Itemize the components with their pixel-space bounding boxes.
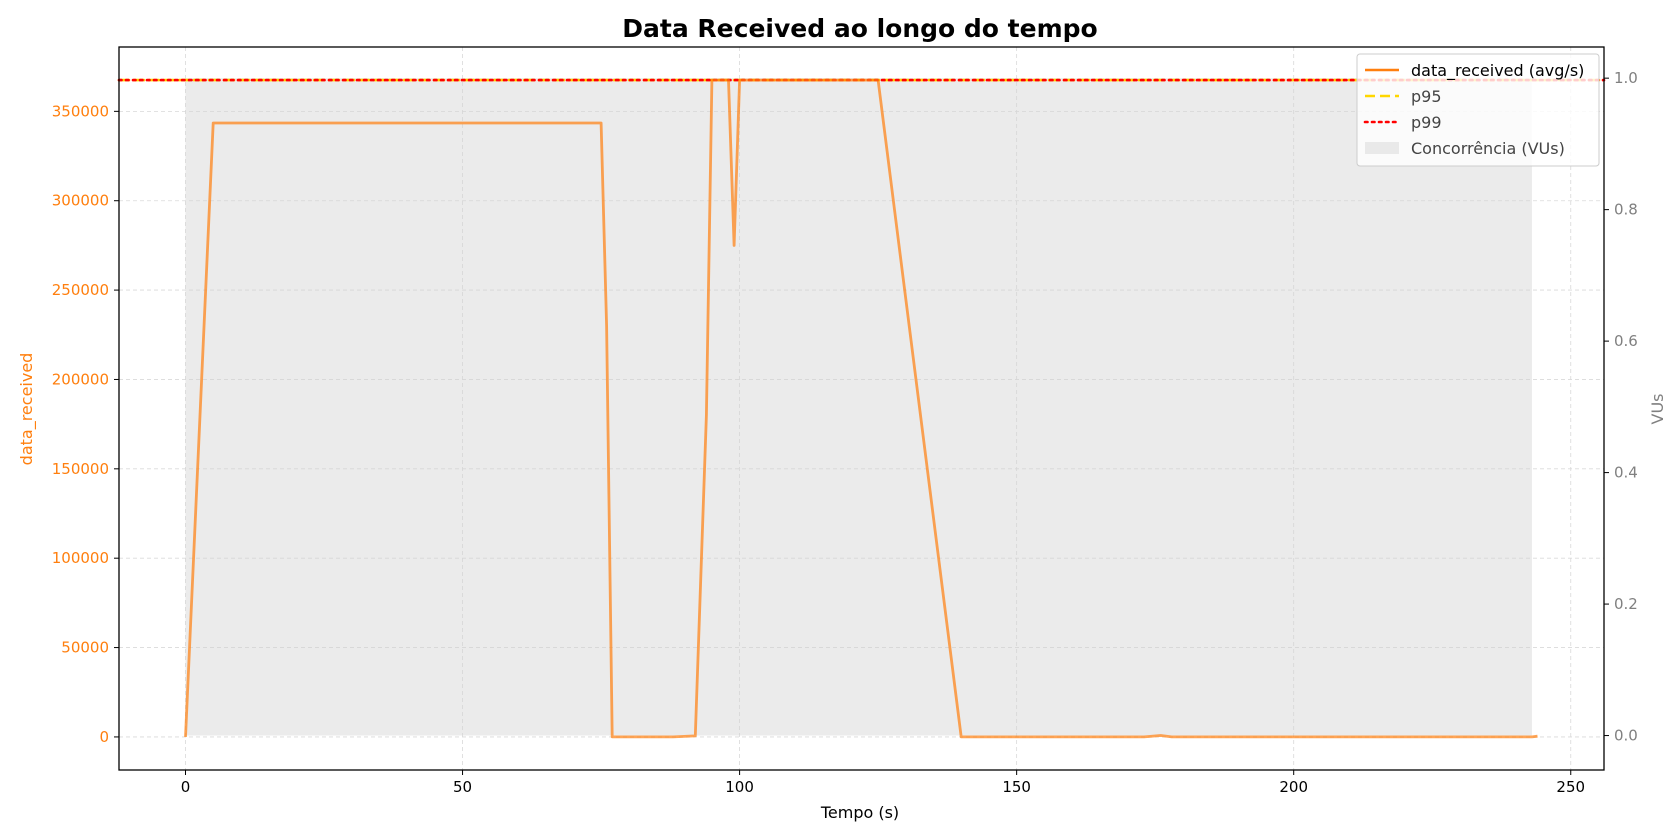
vus-area	[185, 78, 1532, 736]
y-tick-label: 300000	[52, 192, 109, 210]
y2-tick-label: 0.4	[1614, 464, 1638, 482]
legend-label: p99	[1411, 113, 1442, 132]
y-tick-label: 200000	[52, 370, 109, 388]
y-tick-label: 100000	[52, 549, 109, 567]
y2-tick-label: 0.6	[1614, 332, 1638, 350]
x-tick-label: 250	[1556, 778, 1585, 796]
x-axis: 0 50 100 150 200 250	[181, 770, 1585, 796]
y2-tick-label: 0.2	[1614, 595, 1638, 613]
grid	[119, 47, 1604, 770]
y-tick-label: 250000	[52, 281, 109, 299]
plot-frame	[118, 46, 1605, 771]
x-tick-label: 100	[725, 778, 754, 796]
y2-axis-label: VUs	[1648, 394, 1667, 425]
y-axis-label: data_received	[17, 353, 37, 466]
y2-tick-label: 0.8	[1614, 201, 1638, 219]
x-tick-label: 0	[181, 778, 191, 796]
legend-label: p95	[1411, 87, 1442, 106]
chart-title: Data Received ao longo do tempo	[622, 14, 1097, 43]
legend-label: Concorrência (VUs)	[1411, 139, 1565, 158]
x-axis-label: Tempo (s)	[820, 803, 899, 822]
y-tick-label: 50000	[61, 639, 109, 657]
vus-area-layer	[185, 78, 1532, 736]
y-tick-label: 150000	[52, 460, 109, 478]
y2-tick-label: 0.0	[1614, 727, 1638, 745]
y-tick-label: 0	[99, 728, 109, 746]
legend-label: data_received (avg/s)	[1411, 61, 1584, 81]
y-tick-label: 350000	[52, 102, 109, 120]
y2-tick-label: 1.0	[1614, 69, 1638, 87]
x-tick-label: 200	[1279, 778, 1308, 796]
data-received-line	[184, 78, 1538, 739]
legend-box	[1356, 53, 1600, 167]
legend: data_received (avg/s) p95 p99 Concorrência …	[1356, 53, 1600, 167]
y-axis-left: 0 50000 100000 150000 200000 250000 300000 3500…	[52, 102, 119, 746]
y-axis-right: 0.0 0.2 0.4 0.6 0.8 1.0	[1604, 69, 1638, 745]
legend-swatch	[1365, 142, 1399, 154]
x-tick-label: 50	[453, 778, 472, 796]
data-line-layer	[184, 78, 1538, 739]
x-tick-label: 150	[1002, 778, 1031, 796]
